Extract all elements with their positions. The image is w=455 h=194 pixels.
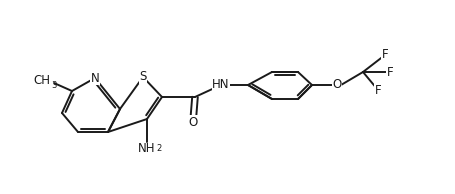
Text: NH: NH — [138, 142, 156, 155]
Text: 3: 3 — [51, 81, 56, 89]
Text: F: F — [374, 83, 380, 96]
Text: O: O — [188, 115, 197, 128]
Text: O: O — [332, 79, 341, 92]
Text: 2: 2 — [156, 144, 161, 153]
Text: HN: HN — [212, 79, 229, 92]
Text: CH: CH — [33, 74, 50, 87]
Text: S: S — [139, 70, 147, 83]
Text: F: F — [381, 48, 388, 61]
Text: N: N — [91, 72, 99, 85]
Text: F: F — [386, 66, 393, 79]
